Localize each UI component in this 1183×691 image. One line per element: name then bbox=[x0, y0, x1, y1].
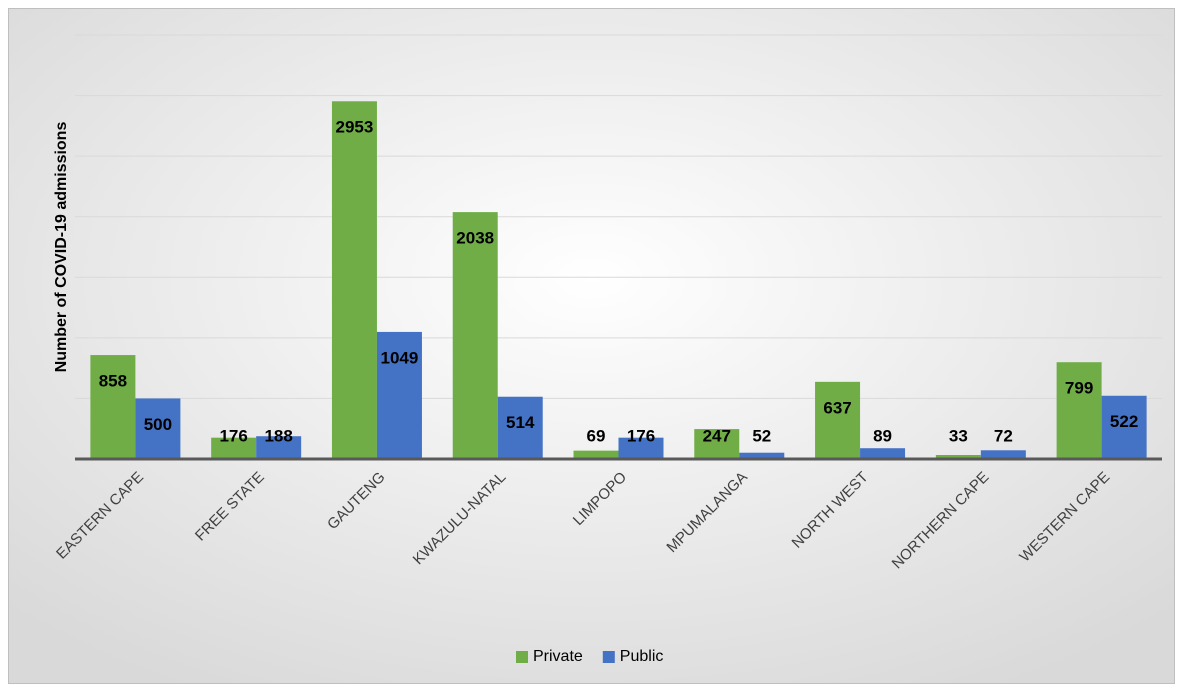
bar bbox=[739, 452, 785, 459]
data-label: 637 bbox=[823, 398, 851, 417]
data-label: 69 bbox=[587, 426, 606, 445]
bar bbox=[452, 212, 498, 459]
data-label: 89 bbox=[873, 426, 892, 445]
data-label: 522 bbox=[1110, 412, 1138, 431]
data-label: 188 bbox=[264, 426, 292, 445]
data-label: 176 bbox=[627, 426, 655, 445]
chart-background bbox=[8, 8, 1175, 684]
bar bbox=[135, 398, 181, 459]
y-axis-label: Number of COVID-19 admissions bbox=[53, 122, 70, 373]
bar bbox=[256, 436, 302, 459]
data-label: 799 bbox=[1065, 379, 1093, 398]
data-label: 500 bbox=[144, 415, 172, 434]
legend-swatch bbox=[602, 651, 615, 663]
bar bbox=[980, 450, 1026, 459]
bar bbox=[815, 381, 861, 459]
bar bbox=[376, 331, 422, 459]
data-label: 514 bbox=[506, 413, 535, 432]
data-label: 52 bbox=[752, 426, 771, 445]
bar bbox=[694, 429, 740, 459]
bar bbox=[573, 450, 619, 459]
bar bbox=[497, 396, 543, 459]
data-label: 72 bbox=[994, 426, 1013, 445]
data-label: 2038 bbox=[456, 229, 494, 248]
bar bbox=[935, 455, 981, 459]
bar bbox=[1056, 362, 1102, 459]
bar bbox=[1101, 395, 1147, 459]
data-label: 176 bbox=[219, 426, 247, 445]
data-label: 1049 bbox=[381, 348, 419, 367]
bar bbox=[90, 355, 136, 459]
legend-swatch bbox=[516, 651, 528, 663]
bar bbox=[331, 101, 377, 460]
bar bbox=[211, 437, 257, 459]
legend-label: Private bbox=[533, 648, 583, 665]
bar bbox=[618, 437, 664, 459]
data-label: 858 bbox=[99, 372, 127, 391]
bar bbox=[860, 448, 906, 459]
data-label: 2953 bbox=[336, 118, 374, 137]
data-label: 247 bbox=[703, 426, 731, 445]
data-label: 33 bbox=[949, 426, 968, 445]
legend-label: Public bbox=[620, 648, 664, 665]
